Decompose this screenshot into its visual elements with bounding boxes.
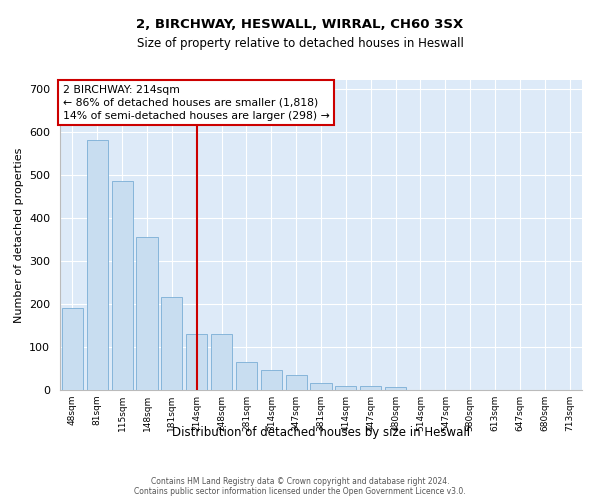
Bar [385,387,406,390]
Text: Size of property relative to detached houses in Heswall: Size of property relative to detached ho… [137,38,463,51]
Bar [310,382,332,390]
Y-axis label: Number of detached properties: Number of detached properties [14,148,23,322]
Text: 2 BIRCHWAY: 214sqm
← 86% of detached houses are smaller (1,818)
14% of semi-deta: 2 BIRCHWAY: 214sqm ← 86% of detached hou… [62,84,329,121]
Bar [186,334,207,390]
Bar [161,298,182,390]
Text: 2, BIRCHWAY, HESWALL, WIRRAL, CH60 3SX: 2, BIRCHWAY, HESWALL, WIRRAL, CH60 3SX [136,18,464,30]
Bar [360,386,381,390]
Text: Contains public sector information licensed under the Open Government Licence v3: Contains public sector information licen… [134,486,466,496]
Bar [87,140,108,390]
Bar [112,181,133,390]
Bar [335,386,356,390]
Text: Contains HM Land Registry data © Crown copyright and database right 2024.: Contains HM Land Registry data © Crown c… [151,476,449,486]
Bar [136,237,158,390]
Text: Distribution of detached houses by size in Heswall: Distribution of detached houses by size … [172,426,470,439]
Bar [261,370,282,390]
Bar [236,362,257,390]
Bar [286,375,307,390]
Bar [62,308,83,390]
Bar [211,334,232,390]
